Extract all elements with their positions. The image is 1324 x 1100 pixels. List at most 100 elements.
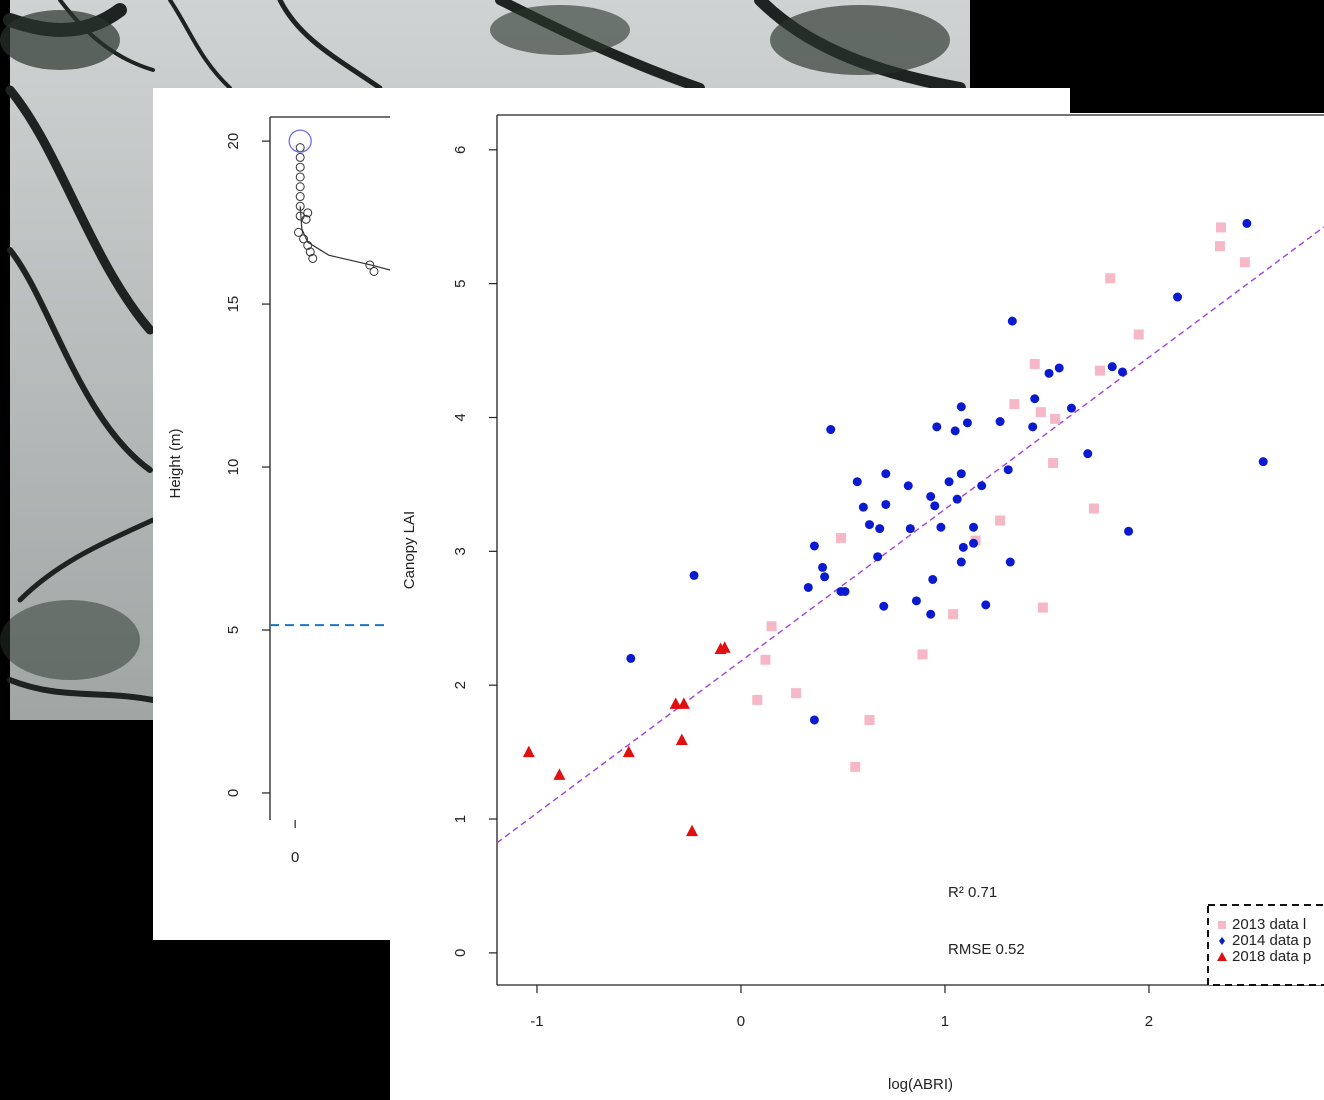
y-tick-label: 15 [225, 296, 242, 313]
point [295, 172, 305, 182]
y-tick-label: 3 [452, 547, 469, 555]
point [864, 714, 875, 725]
point [677, 697, 690, 709]
fit-line [496, 226, 1324, 844]
point [791, 688, 802, 699]
x-tick-label: -1 [530, 1013, 543, 1030]
point [669, 697, 682, 709]
point [958, 542, 968, 552]
point [956, 402, 966, 412]
point [1005, 557, 1015, 567]
point [995, 417, 1005, 427]
y-tick-label: 4 [452, 413, 469, 421]
point [303, 208, 313, 218]
point [295, 192, 305, 202]
x-tick-label: 1 [941, 1013, 949, 1030]
x-axis-label: log(ABRI) [888, 1076, 953, 1093]
point [1088, 503, 1099, 514]
point [873, 552, 883, 562]
point [1083, 449, 1093, 459]
point [1037, 602, 1048, 613]
point [369, 266, 379, 276]
point [718, 641, 731, 653]
point [295, 201, 305, 211]
y-tick-label: 5 [452, 279, 469, 287]
point [1050, 413, 1061, 424]
point [917, 649, 928, 660]
fit-curve [299, 206, 396, 273]
point [295, 182, 305, 192]
point [766, 621, 777, 632]
y-tick-label: 20 [225, 133, 242, 150]
point [1124, 526, 1134, 536]
point [803, 582, 813, 592]
point [686, 824, 699, 837]
lai-chart: 0 1 2 3 4 5 6 -1 0 1 2 Canopy LAI log(ABRI) R² 0.71 RM… [401, 114, 1324, 1093]
point [626, 653, 636, 663]
point [299, 234, 309, 244]
point [303, 240, 313, 250]
x-tick-label: 2 [1145, 1013, 1153, 1030]
point [875, 524, 885, 534]
point [295, 152, 305, 162]
point [760, 654, 771, 665]
point [926, 609, 936, 619]
point [928, 574, 938, 584]
point [950, 426, 960, 436]
point [936, 522, 946, 532]
point [930, 501, 940, 511]
point [1214, 241, 1225, 252]
point [881, 499, 891, 509]
y-tick-label: 10 [225, 459, 242, 476]
legend-label: 2014 data p [1232, 932, 1311, 949]
point [295, 162, 305, 172]
point [905, 524, 915, 534]
point [1035, 407, 1046, 418]
legend-box [1207, 904, 1324, 986]
point [836, 586, 846, 596]
point [952, 494, 962, 504]
point [1009, 399, 1020, 410]
point [1003, 465, 1013, 475]
y-tick-label: 5 [225, 626, 242, 634]
point [689, 570, 699, 580]
point [522, 745, 535, 758]
point [962, 418, 972, 428]
point [969, 522, 979, 532]
y-tick-label: 1 [452, 815, 469, 823]
y-axis-label: Canopy LAI [401, 511, 418, 589]
y-tick-label: 2 [452, 681, 469, 689]
point [1044, 368, 1054, 378]
point [301, 214, 311, 224]
lai-panel [390, 113, 1324, 1100]
point [835, 532, 846, 543]
x-tick-label: 0 [737, 1013, 745, 1030]
point [818, 562, 828, 572]
point [881, 469, 891, 479]
point [826, 425, 836, 435]
legend-marker [1218, 921, 1226, 929]
point [864, 520, 874, 530]
point [926, 491, 936, 501]
point [809, 541, 819, 551]
legend-label: 2018 data p [1232, 948, 1311, 965]
point [956, 557, 966, 567]
highlight-point [288, 129, 312, 153]
point [948, 609, 959, 620]
point [879, 601, 889, 611]
y-tick-label: 0 [452, 949, 469, 957]
point [1054, 363, 1064, 373]
point [944, 477, 954, 487]
point [850, 761, 861, 772]
point [911, 596, 921, 606]
point [903, 481, 913, 491]
point [1007, 316, 1017, 326]
point [977, 481, 987, 491]
annotation: R² 0.71 [948, 884, 997, 901]
point [809, 715, 819, 725]
point [1242, 218, 1252, 228]
point [1105, 273, 1116, 284]
point [820, 572, 830, 582]
point [1048, 458, 1059, 468]
